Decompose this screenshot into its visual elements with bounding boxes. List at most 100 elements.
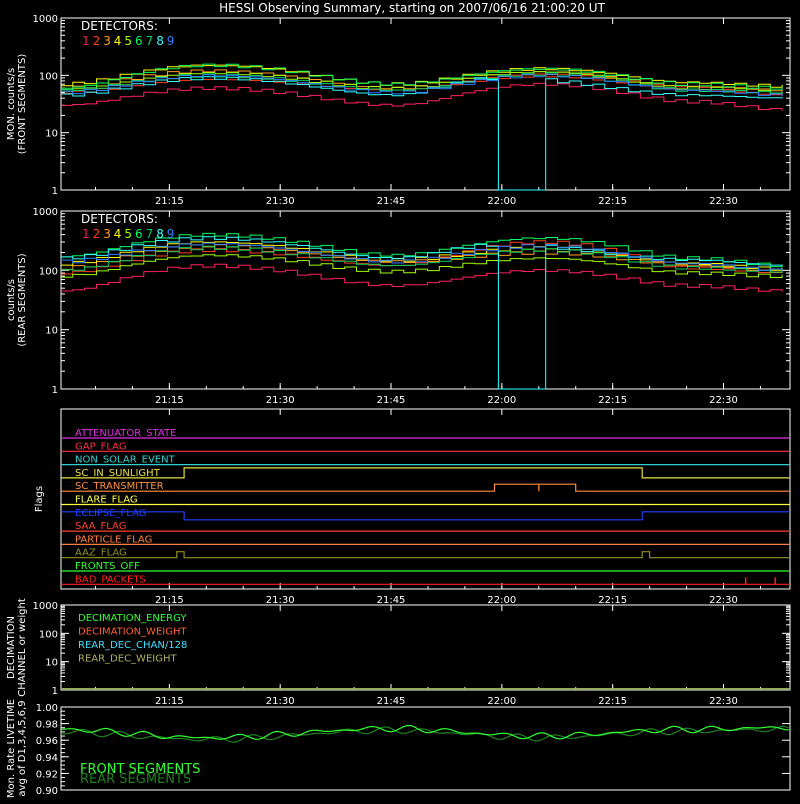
flag-label-non-solar-event: NON_SOLAR_EVENT — [75, 455, 176, 466]
decimation-x-tick-label: 21:45 — [377, 696, 406, 707]
front-ylabel-line2: (FRONT SEGMENTS) — [17, 54, 28, 155]
decimation-legend-3: REAR_DEC_WEIGHT — [78, 654, 177, 665]
rear-series-detector-3 — [61, 244, 783, 273]
front-legend-detector-1: 1 — [82, 34, 90, 48]
livetime-series-rear-segments — [60, 725, 790, 743]
rear-series-detector-9 — [61, 242, 783, 272]
front-legend-detector-3: 3 — [103, 34, 111, 48]
front-legend-detector-7: 7 — [146, 34, 154, 48]
front-x-tick-label: 22:00 — [487, 196, 516, 207]
flags-x-tick-label: 22:00 — [487, 595, 516, 606]
rear-series-detector-8 — [61, 236, 783, 390]
flags-x-tick-label: 21:15 — [155, 595, 184, 606]
front-frame — [60, 17, 791, 191]
flag-label-gap-flag: GAP_FLAG — [75, 441, 127, 452]
flag-label-sc-transmitter: SC_TRANSMITTER — [75, 481, 164, 492]
decimation-legend-2: REAR_DEC_CHAN/128 — [78, 640, 187, 651]
livetime-y-tick-label: 0.92 — [36, 769, 58, 780]
rear-y-tick-label: 100 — [39, 266, 58, 277]
decimation-y-tick-label: 1000 — [33, 601, 58, 612]
rear-x-tick-label: 21:15 — [155, 395, 184, 406]
rear-legend-detector-1: 1 — [82, 227, 90, 241]
decimation-y-tick-label: 100 — [39, 629, 58, 640]
front-y-tick-label: 10 — [45, 129, 58, 140]
front-legend-detector-9: 9 — [167, 34, 175, 48]
flag-label-bad-packets: BAD_PACKETS — [75, 574, 146, 585]
flag-label-fronts-off: FRONTS_OFF — [75, 561, 140, 572]
front-x-tick-label: 21:45 — [377, 196, 406, 207]
flag-label-flare-flag: FLARE_FLAG — [75, 495, 138, 506]
rear-ylabel-line2: (REAR SEGMENTS) — [17, 253, 28, 346]
front-legend-detector-4: 4 — [114, 34, 122, 48]
front-x-tick-label: 22:30 — [709, 196, 738, 207]
rear-x-tick-label: 22:00 — [487, 395, 516, 406]
front-series-detector-6 — [61, 63, 783, 90]
decimation-y-tick-label: 1 — [52, 686, 58, 697]
flag-line-sc-in-sunlight — [61, 467, 790, 479]
livetime-y-tick-label: 0.90 — [36, 786, 58, 797]
rear-legend-detector-9: 9 — [167, 227, 175, 241]
chart-title: HESSI Observing Summary, starting on 200… — [219, 1, 605, 15]
rear-legend-detector-2: 2 — [93, 227, 101, 241]
rear-ylabel-line1: counts/s — [6, 279, 17, 321]
livetime-y-tick-label: 0.94 — [36, 753, 58, 764]
decimation-x-tick-label: 21:15 — [155, 696, 184, 707]
flag-label-eclipse-flag: ECLIPSE_FLAG — [75, 508, 146, 519]
front-x-tick-label: 22:15 — [598, 196, 627, 207]
decimation-x-tick-label: 21:30 — [266, 696, 295, 707]
flag-label-sc-in-sunlight: SC_IN_SUNLIGHT — [75, 468, 161, 479]
rear-y-tick-label: 1000 — [33, 207, 58, 218]
livetime-series-front-segments — [60, 724, 789, 740]
flags-x-tick-label: 21:45 — [377, 595, 406, 606]
livetime-y-tick-label: 0.96 — [36, 736, 58, 747]
decimation-ylabel-line2: CHANNEL or weight — [17, 598, 28, 697]
flag-label-attenuator-state: ATTENUATOR_STATE — [75, 428, 176, 439]
flag-label-saa-flag: SAA_FLAG — [75, 521, 126, 532]
rear-frame — [60, 210, 791, 390]
rear-y-tick-label: 1 — [52, 385, 58, 396]
front-y-tick-label: 100 — [39, 71, 58, 82]
decimation-y-tick-label: 10 — [45, 658, 58, 669]
flag-label-aaz-flag: AAZ_FLAG — [75, 548, 127, 559]
flag-line-eclipse-flag — [61, 511, 790, 521]
rear-x-tick-label: 22:30 — [709, 395, 738, 406]
rear-series-detector-5 — [61, 254, 783, 278]
rear-legend-detector-8: 8 — [156, 227, 164, 241]
livetime-y-tick-label: 0.98 — [36, 720, 58, 731]
rear-x-tick-label: 22:15 — [598, 395, 627, 406]
decimation-legend-0: DECIMATION_ENERGY — [78, 613, 187, 624]
livetime-legend-1: REAR SEGMENTS — [80, 772, 191, 787]
front-series-detector-4 — [61, 64, 783, 88]
front-y-tick-label: 1 — [52, 186, 58, 197]
rear-legend-detector-7: 7 — [146, 227, 154, 241]
rear-legend-detector-3: 3 — [103, 227, 111, 241]
decimation-x-tick-label: 22:00 — [487, 696, 516, 707]
flags-x-tick-label: 22:15 — [598, 595, 627, 606]
livetime-ylabel-line2: avg of D1,3,4,5,6,9 — [17, 700, 28, 796]
rear-legend-detector-4: 4 — [114, 227, 122, 241]
rear-y-tick-label: 10 — [45, 326, 58, 337]
decimation-x-tick-label: 22:15 — [598, 696, 627, 707]
rear-x-tick-label: 21:45 — [377, 395, 406, 406]
rear-x-tick-label: 21:30 — [266, 395, 295, 406]
front-legend-detector-8: 8 — [156, 34, 164, 48]
rear-legend-detector-5: 5 — [124, 227, 132, 241]
rear-legend-title: DETECTORS: — [81, 212, 158, 226]
decimation-legend-1: DECIMATION_WEIGHT — [78, 627, 187, 638]
livetime-ylabel-line1: Mon. Rate LIVETIME — [6, 699, 17, 798]
flags-x-tick-label: 22:30 — [709, 595, 738, 606]
decimation-ylabel-line1: DECIMATION — [6, 616, 17, 679]
front-legend-title: DETECTORS: — [81, 19, 158, 33]
front-series-detector-1 — [61, 82, 783, 111]
front-y-tick-label: 1000 — [33, 14, 58, 25]
front-legend-detector-6: 6 — [135, 34, 143, 48]
flags-ylabel: Flags — [34, 486, 45, 512]
front-legend-detector-5: 5 — [124, 34, 132, 48]
front-x-tick-label: 21:15 — [155, 196, 184, 207]
front-series-detector-9 — [61, 73, 783, 97]
flags-frame — [60, 408, 791, 590]
flags-x-tick-label: 21:30 — [266, 595, 295, 606]
